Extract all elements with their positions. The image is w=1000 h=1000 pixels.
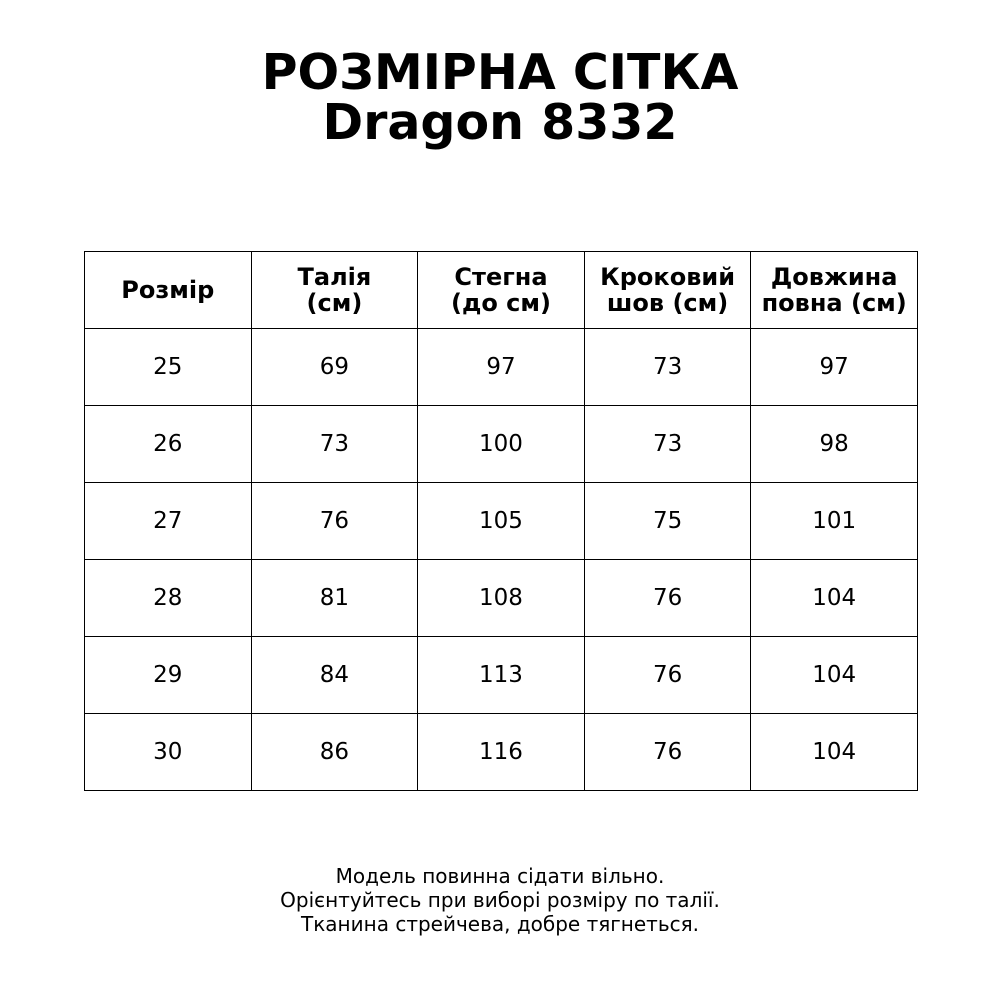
column-header-line: Стегна [454, 263, 548, 291]
table-cell: 73 [583, 405, 752, 483]
table-header-row: Розмір Талія (см) Стегна (до см) Кроковий шов … [84, 251, 918, 329]
column-header-line: Кроковий [600, 263, 736, 291]
footer-line: Модель повинна сідати вільно. [335, 864, 665, 888]
footer-line: Орієнтуйтесь при виборі розміру по талії… [280, 888, 720, 912]
table-cell: 98 [750, 405, 918, 483]
column-header-line: Розмір [121, 276, 215, 304]
table-cell: 69 [250, 328, 419, 406]
column-header: Розмір [84, 251, 252, 329]
table-cell: 104 [750, 713, 918, 791]
table-cell: 86 [250, 713, 419, 791]
title-line-2: Dragon 8332 [322, 94, 678, 151]
table-row: 25 69 97 73 97 [84, 328, 918, 406]
table-cell: 97 [750, 328, 918, 406]
table-cell: 25 [84, 328, 252, 406]
column-header: Кроковий шов (см) [583, 251, 752, 329]
table-cell: 76 [583, 636, 752, 714]
table-row: 30 86 116 76 104 [84, 713, 918, 791]
table-cell: 100 [417, 405, 585, 483]
table-cell: 76 [250, 482, 419, 560]
column-header-line: (см) [306, 289, 363, 317]
table-cell: 104 [750, 636, 918, 714]
table-row: 27 76 105 75 101 [84, 482, 918, 560]
column-header: Талія (см) [250, 251, 419, 329]
table-cell: 116 [417, 713, 585, 791]
column-header-line: (до см) [450, 289, 551, 317]
table-cell: 101 [750, 482, 918, 560]
table-cell: 26 [84, 405, 252, 483]
table-cell: 84 [250, 636, 419, 714]
size-table: Розмір Талія (см) Стегна (до см) Кроковий шов … [84, 251, 918, 791]
column-header: Стегна (до см) [417, 251, 585, 329]
table-cell: 75 [583, 482, 752, 560]
footer-line: Тканина стрейчева, добре тягнеться. [301, 912, 699, 936]
table-cell: 76 [583, 559, 752, 637]
table-row: 29 84 113 76 104 [84, 636, 918, 714]
title-line-1: РОЗМІРНА СІТКА [261, 44, 739, 101]
column-header-line: Талія [297, 263, 372, 291]
table-cell: 104 [750, 559, 918, 637]
table-cell: 105 [417, 482, 585, 560]
table-cell: 29 [84, 636, 252, 714]
table-cell: 30 [84, 713, 252, 791]
table-cell: 27 [84, 482, 252, 560]
table-cell: 76 [583, 713, 752, 791]
column-header: Довжина повна (см) [750, 251, 918, 329]
column-header-line: повна (см) [761, 289, 907, 317]
table-row: 28 81 108 76 104 [84, 559, 918, 637]
table-cell: 113 [417, 636, 585, 714]
table-cell: 28 [84, 559, 252, 637]
table-cell: 97 [417, 328, 585, 406]
table-cell: 108 [417, 559, 585, 637]
footer-notes: Модель повинна сідати вільно. Орієнтуйте… [0, 864, 1000, 936]
column-header-line: Довжина [770, 263, 898, 291]
table-cell: 73 [250, 405, 419, 483]
table-cell: 73 [583, 328, 752, 406]
page-title: РОЗМІРНА СІТКА Dragon 8332 [0, 48, 1000, 148]
table-cell: 81 [250, 559, 419, 637]
table-row: 26 73 100 73 98 [84, 405, 918, 483]
column-header-line: шов (см) [606, 289, 729, 317]
